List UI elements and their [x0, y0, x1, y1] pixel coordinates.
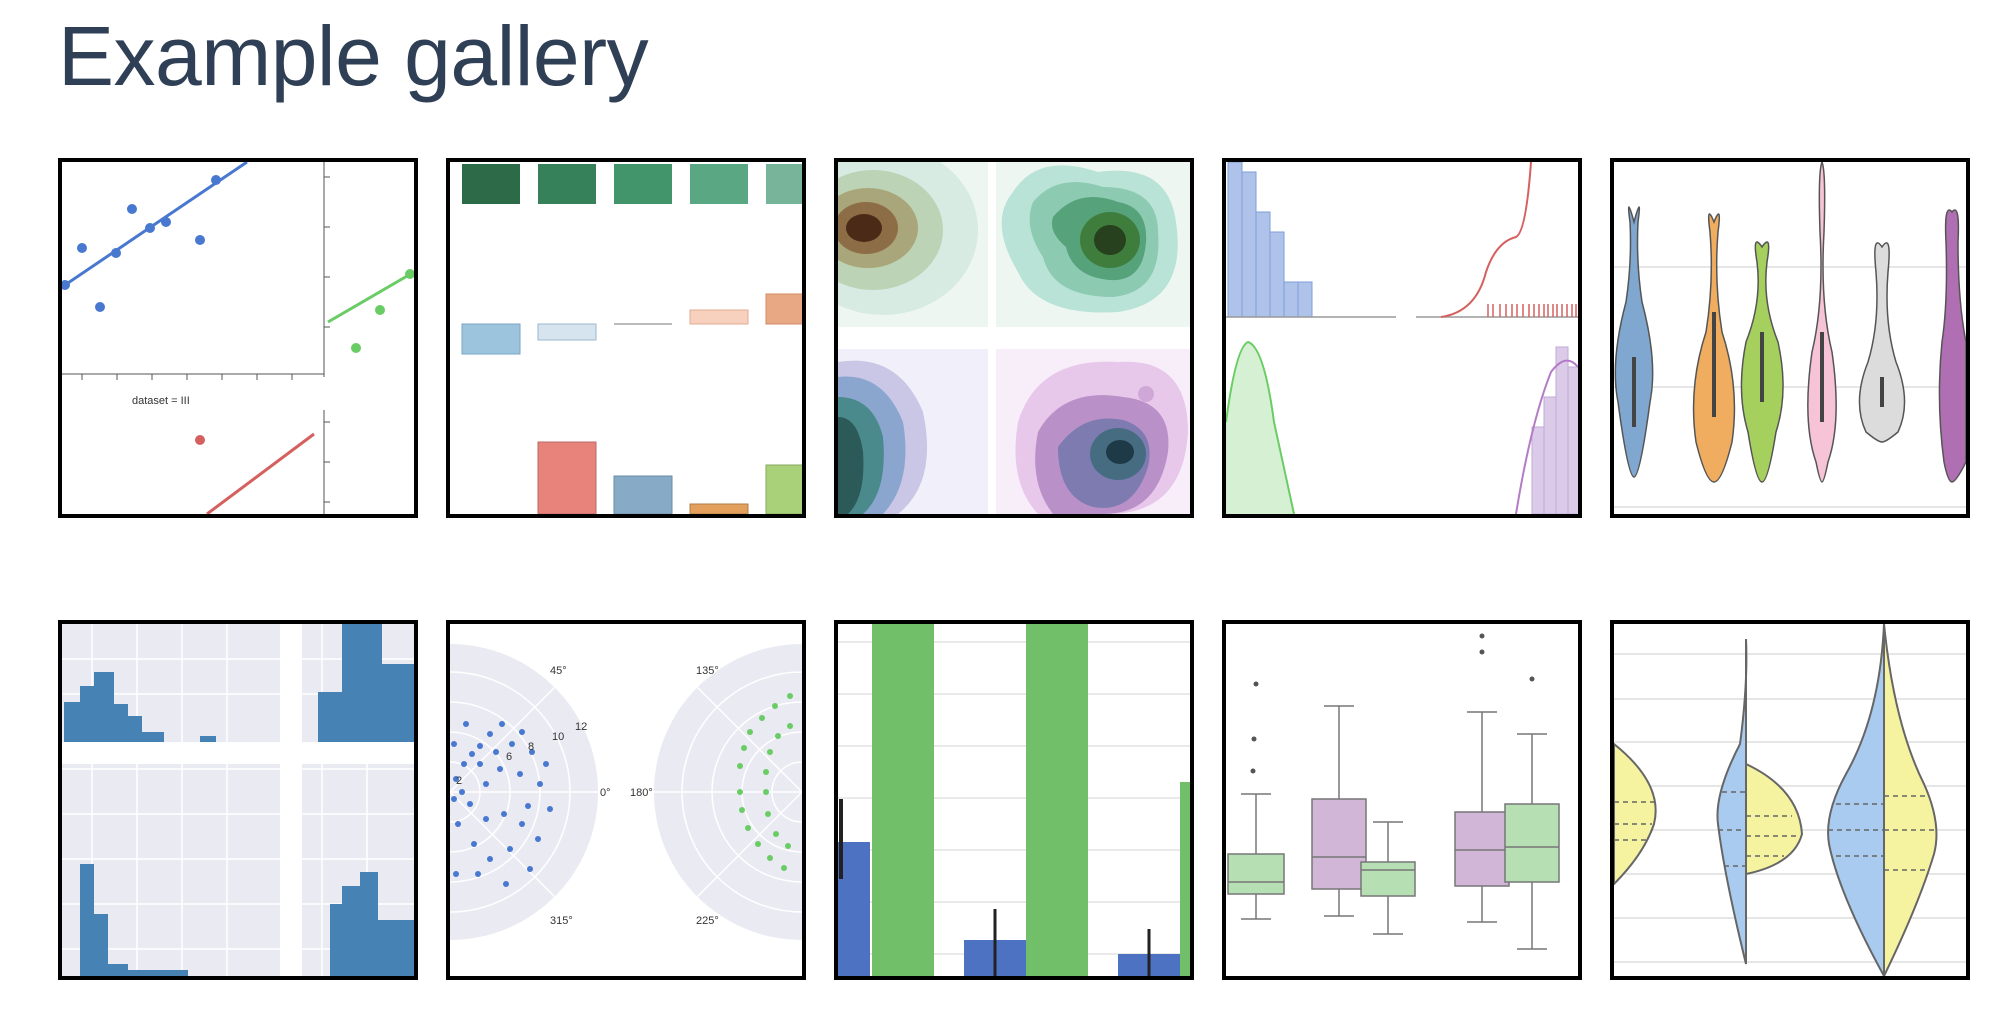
page-title: Example gallery: [58, 9, 649, 103]
polar-label-180: 180°: [630, 787, 653, 799]
boxplot-preview: [1227, 633, 1560, 950]
gallery-thumbnail-split-violin[interactable]: [1610, 620, 1970, 980]
polar-label-r8: 8: [528, 741, 534, 753]
polar-label-135: 135°: [696, 665, 719, 677]
gallery-thumbnail-violin[interactable]: [1610, 158, 1970, 518]
gallery-thumbnail-palettes[interactable]: [446, 158, 806, 518]
gallery-thumbnail-barplot[interactable]: [834, 620, 1194, 980]
polar-label-225: 225°: [696, 915, 719, 927]
polar-label-r2: 2: [456, 775, 462, 787]
distplot-rugplot-preview: [1226, 162, 1578, 514]
gallery-thumbnail-anscombe[interactable]: dataset = III: [58, 158, 418, 518]
polar-label-r6: 6: [506, 751, 512, 763]
gallery-thumbnail-kde[interactable]: [834, 158, 1194, 518]
polar-label-r12: 12: [575, 721, 587, 733]
gallery-thumbnail-boxplot[interactable]: [1222, 620, 1582, 980]
palette-swatches-preview: [461, 164, 802, 514]
anscombe-lmplot-preview: dataset = III: [62, 162, 414, 514]
polar-facetgrid-preview: 45° 0° 315° 2 6 8 10 12 135° 180° 225°: [450, 644, 802, 940]
violinplot-preview: [1614, 162, 1966, 508]
gallery-thumbnail-pairgrid[interactable]: [58, 620, 418, 980]
bar-errorbars-preview: [838, 624, 1190, 976]
polar-label-315: 315°: [550, 915, 573, 927]
polar-label-r10: 10: [552, 731, 564, 743]
gallery-thumbnail-polar[interactable]: 45° 0° 315° 2 6 8 10 12 135° 180° 225°: [446, 620, 806, 980]
pairgrid-histograms-preview: [62, 624, 414, 976]
polar-label-0: 0°: [600, 787, 611, 799]
kde-facets-preview: [838, 162, 1190, 514]
gallery-thumbnail-distributions[interactable]: [1222, 158, 1582, 518]
polar-label-45: 45°: [550, 665, 567, 677]
facet-title: dataset = III: [132, 395, 190, 407]
split-violinplot-preview: [1614, 624, 1966, 976]
